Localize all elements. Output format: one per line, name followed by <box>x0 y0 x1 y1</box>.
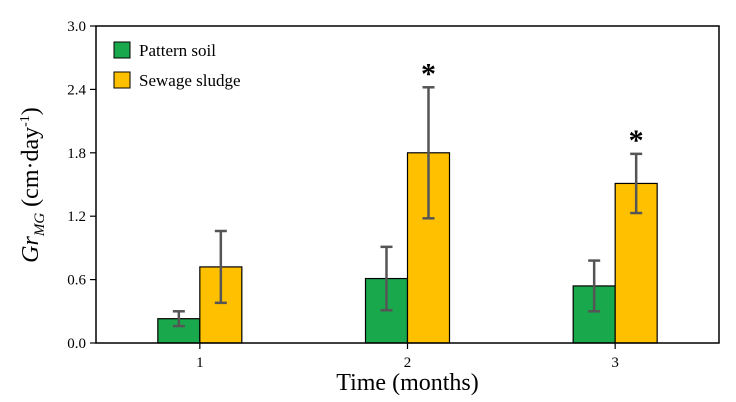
error-bar-1-1 <box>422 86 435 220</box>
legend-swatch-1 <box>113 71 131 89</box>
error-bar-0-2 <box>588 259 601 313</box>
error-bar-1-2 <box>630 152 643 215</box>
legend-label-0: Pattern soil <box>139 41 216 60</box>
error-bar-1-0 <box>214 229 227 305</box>
error-bar-0-0 <box>172 310 185 328</box>
y-tick-label: 1.2 <box>67 209 86 225</box>
x-tick-label: 1 <box>196 355 204 371</box>
legend: Pattern soil Sewage sludge <box>113 41 241 90</box>
significance-marker: * <box>629 124 644 157</box>
y-tick-label: 0.6 <box>67 273 86 289</box>
y-axis-title-main: Gr <box>18 235 44 262</box>
x-axis-title: Time (months) <box>336 370 478 396</box>
svg-text:GrMG (cm·day-1): GrMG (cm·day-1) <box>18 107 48 263</box>
y-tick-label: 2.4 <box>67 82 86 98</box>
y-tick-label: 1.8 <box>67 146 86 162</box>
y-axis-title-unit-superscript: -1 <box>18 115 33 127</box>
y-tick-label: 0.0 <box>67 336 86 352</box>
x-tick-label: 2 <box>404 355 412 371</box>
y-axis-title-unit: (cm·day <box>18 127 44 213</box>
error-bar-0-1 <box>380 245 393 312</box>
legend-swatch-0 <box>113 41 131 59</box>
significance-marker: * <box>421 57 436 90</box>
y-axis-title: GrMG (cm·day-1) <box>18 107 48 263</box>
y-axis-title-subscript: MG <box>32 213 48 237</box>
x-tick-label: 3 <box>611 355 619 371</box>
y-axis-title-unit-close: ) <box>18 107 44 115</box>
legend-label-1: Sewage sludge <box>139 71 241 90</box>
y-tick-label: 3.0 <box>67 19 86 35</box>
